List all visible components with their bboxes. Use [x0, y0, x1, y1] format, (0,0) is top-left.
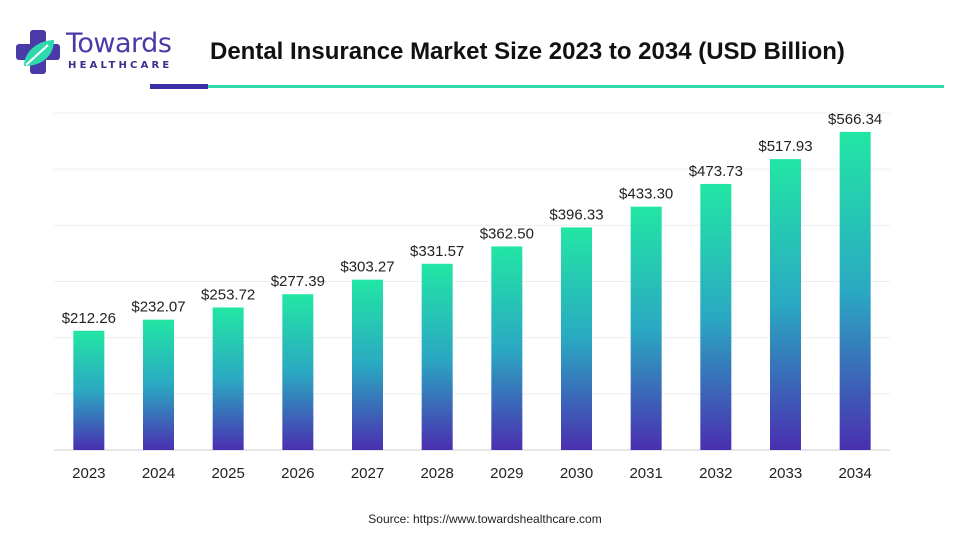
- x-tick-2028: 2028: [420, 465, 453, 482]
- x-tick-2027: 2027: [351, 465, 384, 482]
- x-tick-2025: 2025: [211, 465, 244, 482]
- value-label-2025: $253.72: [201, 286, 255, 303]
- value-label-2028: $331.57: [410, 243, 464, 260]
- bars: [73, 131, 871, 451]
- value-label-2030: $396.33: [549, 206, 603, 223]
- bar-2028: [421, 263, 453, 450]
- x-tick-labels: 2023 2024 2025 2026 2027 2028 2029 2030 2031 2032…: [72, 465, 872, 482]
- logo-subtitle: HEALTHCARE: [68, 60, 173, 71]
- bar-2023: [73, 330, 105, 450]
- x-tick-2034: 2034: [838, 465, 871, 482]
- value-label-2027: $303.27: [340, 259, 394, 276]
- value-label-2026: $277.39: [271, 273, 325, 290]
- x-tick-2026: 2026: [281, 465, 314, 482]
- value-label-2031: $433.30: [619, 186, 673, 203]
- logo-name: Towards: [66, 28, 172, 59]
- source-note: Source: https://www.towardshealthcare.co…: [368, 512, 602, 526]
- value-labels: $212.26 $232.07 $253.72 $277.39 $303.27 $331.…: [62, 111, 883, 327]
- value-label-2032: $473.73: [689, 163, 743, 180]
- bar-2031: [630, 206, 662, 450]
- title-underline: [208, 85, 944, 88]
- chart-title: Dental Insurance Market Size 2023 to 203…: [210, 38, 845, 65]
- bar-2024: [143, 319, 174, 450]
- bar-2032: [700, 183, 732, 451]
- x-tick-2029: 2029: [490, 465, 523, 482]
- value-label-2029: $362.50: [480, 225, 534, 242]
- x-tick-2024: 2024: [142, 465, 175, 482]
- value-label-2034: $566.34: [828, 111, 882, 128]
- grid-lines: [54, 112, 890, 451]
- x-tick-2023: 2023: [72, 465, 105, 482]
- bar-2030: [561, 227, 592, 450]
- x-tick-2031: 2031: [629, 465, 662, 482]
- title-underline-accent: [150, 84, 208, 89]
- value-label-2033: $517.93: [758, 138, 812, 155]
- value-label-2024: $232.07: [131, 299, 185, 316]
- bar-2029: [491, 246, 523, 450]
- bar-2027: [352, 279, 383, 450]
- value-label-2023: $212.26: [62, 310, 116, 327]
- x-tick-2030: 2030: [560, 465, 593, 482]
- brand-logo: Towards HEALTHCARE: [14, 28, 184, 78]
- bar-2033: [770, 159, 801, 450]
- x-tick-2033: 2033: [769, 465, 802, 482]
- logo-cross-icon: [16, 30, 60, 74]
- bar-2026: [282, 294, 314, 450]
- bar-chart: $212.26 $232.07 $253.72 $277.39 $303.27 $331.…: [54, 111, 890, 482]
- bar-2034: [839, 131, 871, 450]
- bar-2025: [212, 307, 244, 450]
- x-tick-2032: 2032: [699, 465, 732, 482]
